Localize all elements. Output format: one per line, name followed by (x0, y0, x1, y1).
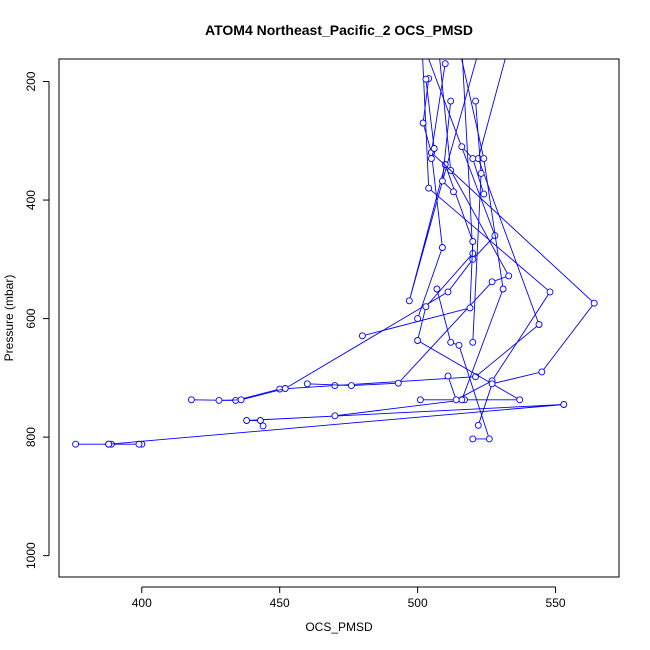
data-point (414, 337, 422, 344)
chart-title: ATOM4 Northeast_Pacific_2 OCS_PMSD (205, 22, 473, 38)
data-point (469, 435, 477, 443)
series-line (472, 101, 482, 343)
series-line (430, 63, 595, 426)
series-line (422, 59, 551, 401)
series-line (108, 404, 564, 445)
data-point (488, 380, 496, 388)
data-point (444, 288, 452, 296)
data-point (477, 169, 485, 177)
y-tick-label: 1000 (24, 542, 38, 569)
data-point (469, 155, 477, 163)
data-point (347, 382, 355, 390)
x-tick-label: 500 (408, 596, 428, 610)
data-point (480, 155, 488, 163)
data-point (444, 372, 452, 380)
data-point (259, 422, 267, 430)
data-point (469, 338, 477, 346)
data-point (505, 272, 513, 280)
data-point (480, 190, 488, 198)
y-tick-label: 400 (24, 190, 38, 210)
x-tick-label: 400 (132, 596, 152, 610)
data-point (538, 368, 546, 376)
data-point (237, 396, 245, 404)
data-point (433, 285, 441, 293)
data-point (425, 184, 433, 192)
data-point (590, 299, 598, 307)
data-point (256, 417, 264, 424)
x-axis-label: OCS_PMSD (305, 620, 373, 634)
x-tick-label: 550 (546, 596, 566, 610)
data-point (281, 385, 289, 392)
plot-frame (58, 58, 620, 578)
y-axis-label: Pressure (mbar) (2, 275, 16, 362)
data-point (331, 382, 339, 390)
data-point (303, 380, 311, 388)
data-point (447, 338, 455, 346)
data-point (358, 332, 366, 340)
y-tick-label: 600 (24, 308, 38, 328)
plot-layer (72, 59, 598, 448)
data-point (458, 143, 466, 151)
data-point (243, 417, 251, 424)
data-point (499, 285, 507, 293)
data-point (466, 304, 474, 312)
data-point (516, 396, 524, 404)
data-point (438, 244, 446, 251)
data-point (427, 155, 435, 163)
data-point (72, 440, 80, 448)
data-point (414, 315, 422, 323)
data-point (447, 97, 455, 105)
data-point (560, 401, 568, 408)
data-point (416, 396, 424, 404)
data-point (441, 60, 449, 68)
x-tick-label: 450 (270, 596, 290, 610)
data-point (450, 188, 457, 196)
data-point (452, 396, 460, 404)
data-point (474, 421, 482, 429)
data-point (485, 435, 493, 443)
axis-layer: 400 450 500 550 200 400 600 800 1000 (24, 71, 566, 610)
data-point (438, 177, 446, 185)
data-point (422, 75, 430, 83)
data-point (105, 440, 113, 448)
data-point (405, 297, 413, 305)
data-point (488, 278, 496, 286)
series-line (191, 59, 540, 401)
data-point (215, 396, 223, 404)
data-point (419, 119, 427, 127)
data-point (469, 255, 477, 263)
data-point (394, 379, 402, 387)
data-point (469, 238, 477, 245)
data-point (441, 161, 449, 168)
data-point (187, 396, 195, 404)
data-point (455, 341, 463, 349)
data-point (535, 321, 543, 328)
data-point (430, 145, 438, 152)
data-point (546, 288, 554, 296)
y-tick-label: 800 (24, 427, 38, 447)
data-point (331, 412, 339, 420)
data-point (422, 303, 430, 311)
y-tick-label: 200 (24, 71, 38, 91)
data-point (472, 97, 480, 105)
